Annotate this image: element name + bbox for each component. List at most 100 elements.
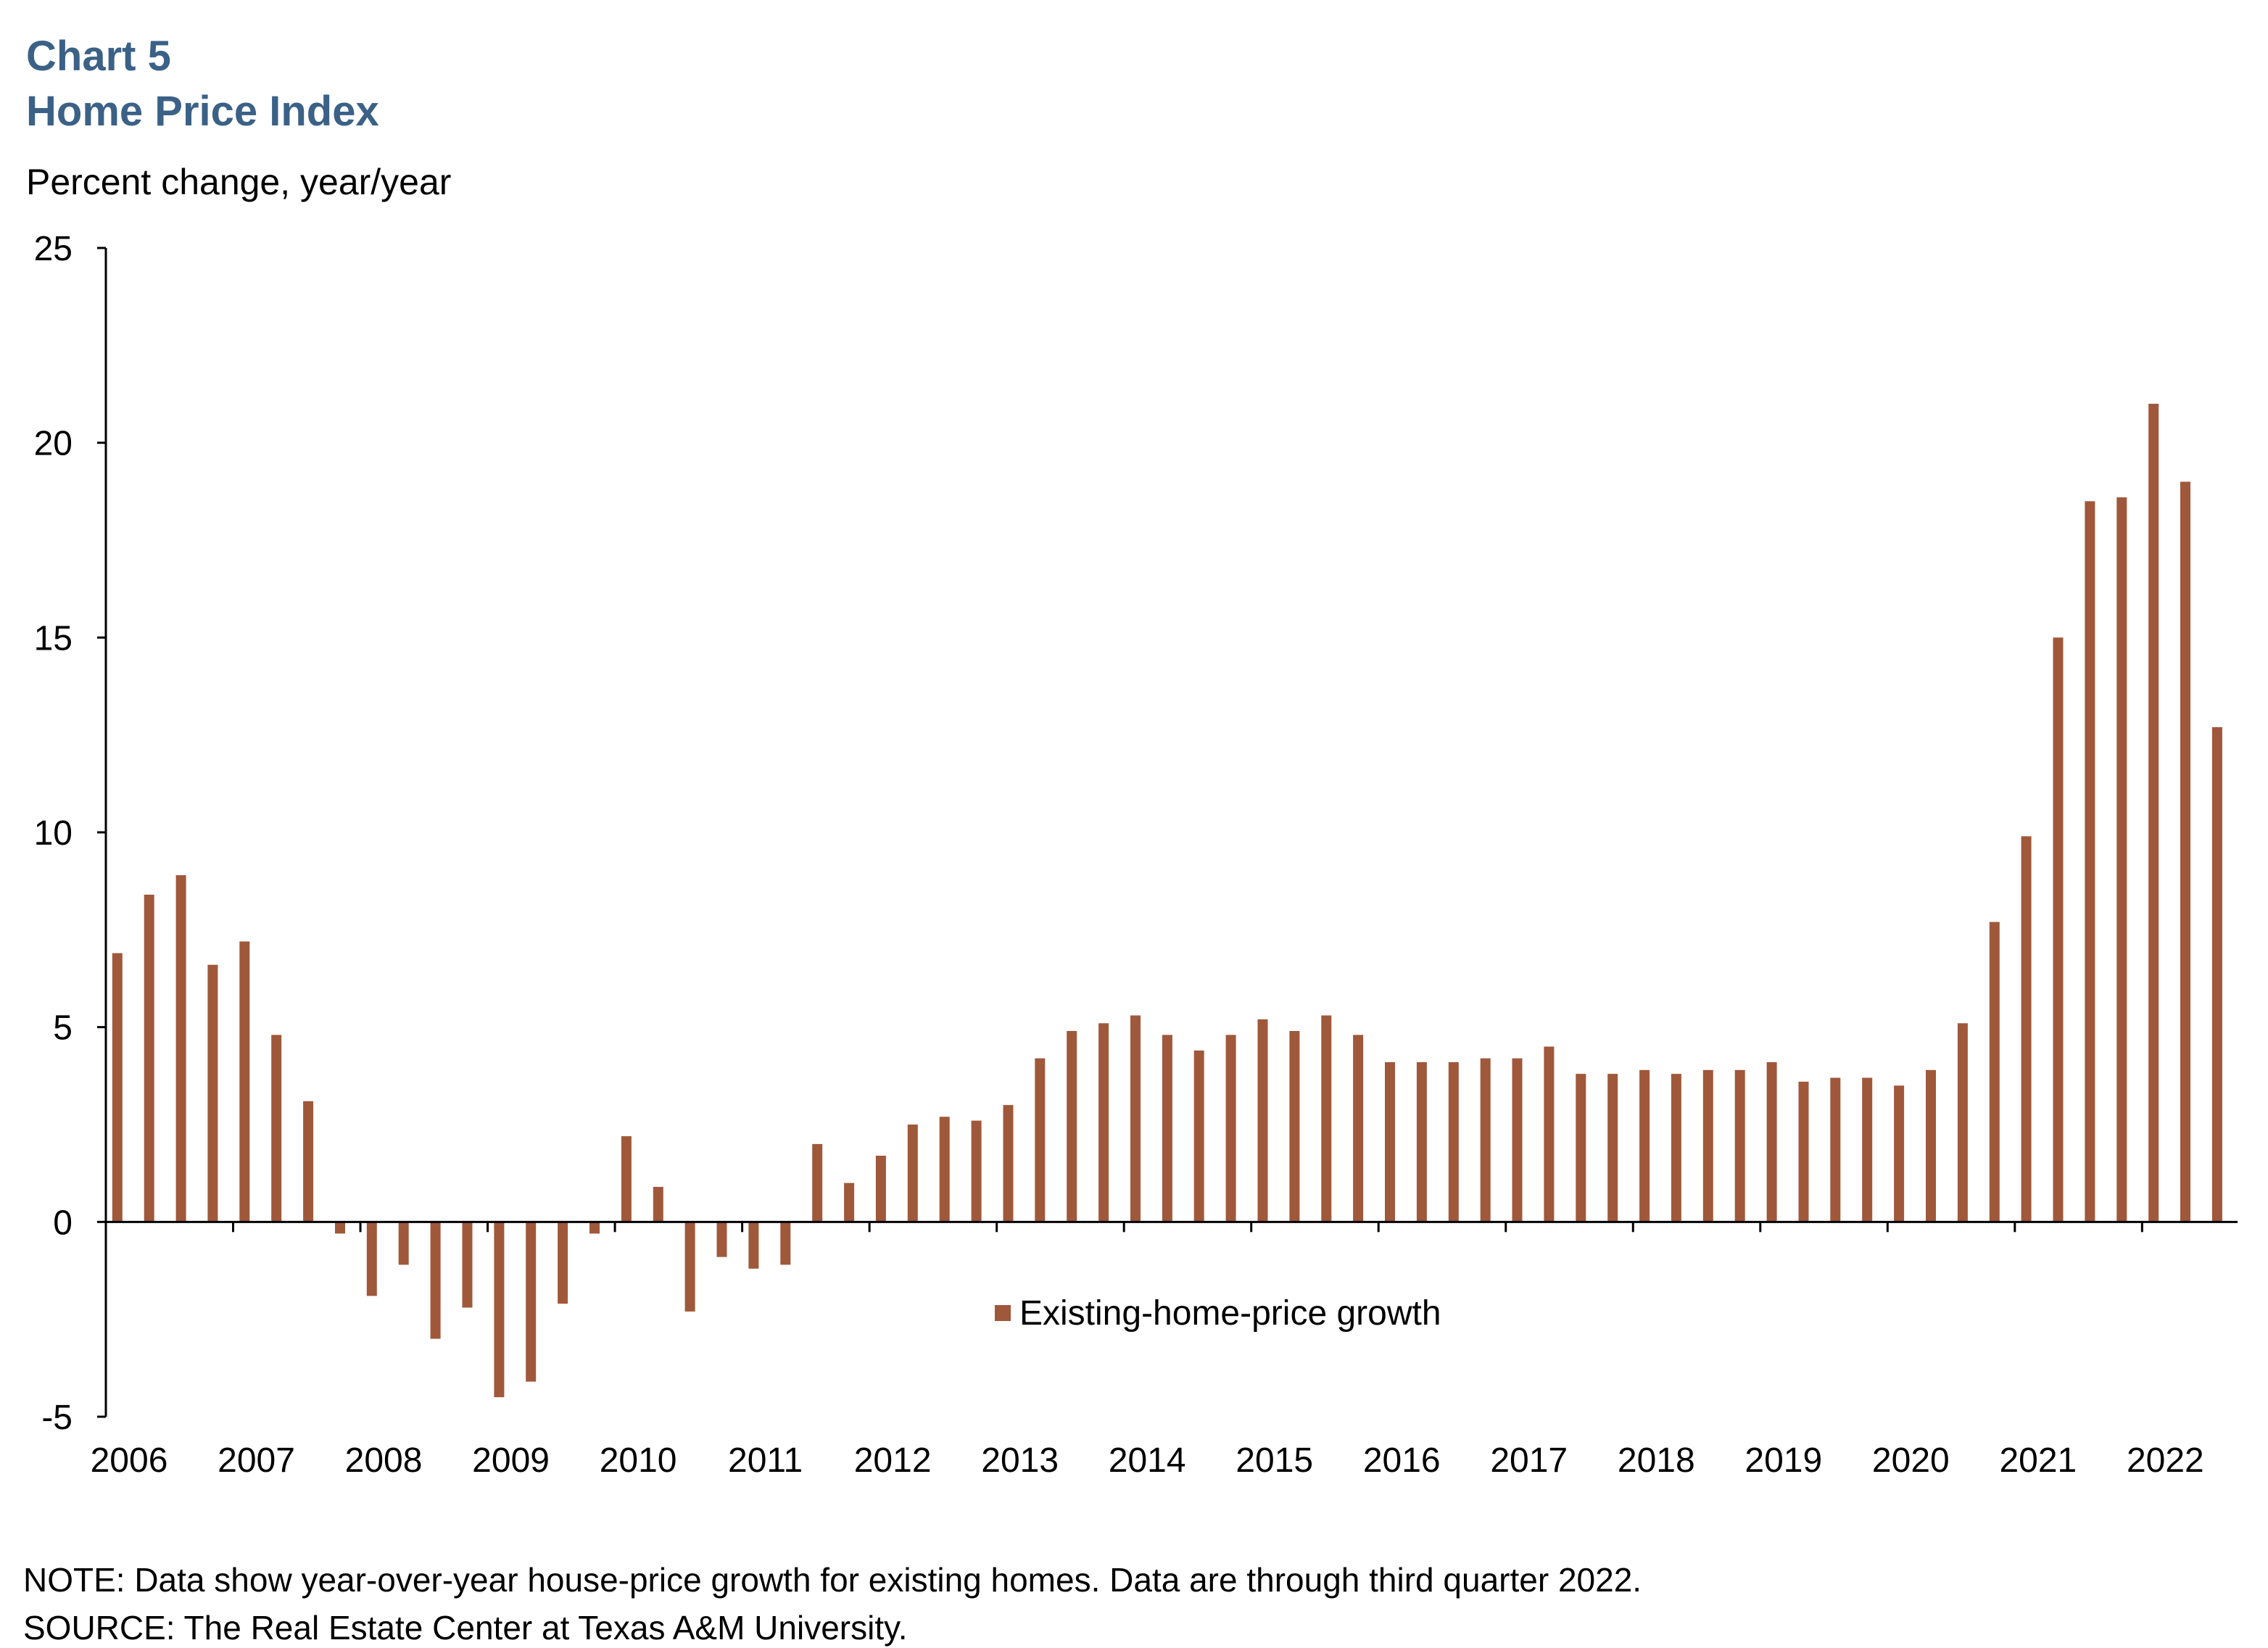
x-tick-label-2015: 2015 [1236, 1441, 1313, 1480]
bar-2021.25 [2053, 637, 2064, 1222]
bar-2006.25 [144, 895, 154, 1222]
bar-2007 [239, 941, 250, 1222]
bar-2022 [2148, 403, 2159, 1222]
bar-2021.75 [2116, 497, 2127, 1222]
x-tick-label-2017: 2017 [1490, 1441, 1568, 1480]
bar-2011.25 [780, 1222, 791, 1265]
bar-2017.5 [1576, 1074, 1586, 1222]
bar-2007.75 [335, 1222, 345, 1234]
bar-2007.5 [303, 1101, 314, 1222]
bar-2022.25 [2180, 481, 2190, 1222]
bar-2010.25 [653, 1187, 663, 1222]
x-tick-label-2016: 2016 [1363, 1441, 1441, 1480]
y-tick-label-0: 0 [53, 1204, 73, 1242]
bar-2015.75 [1353, 1035, 1364, 1222]
bar-2016.25 [1416, 1062, 1427, 1222]
bar-2009.25 [526, 1222, 537, 1382]
bar-2014.75 [1225, 1035, 1236, 1222]
bar-2015.25 [1289, 1031, 1300, 1222]
bar-2013 [1003, 1105, 1014, 1222]
bar-2009 [494, 1222, 505, 1398]
bar-2014 [1130, 1015, 1141, 1222]
bar-2020.75 [1989, 922, 2000, 1222]
bar-2010 [621, 1136, 632, 1222]
y-axis-units-label: Percent change, year/year [26, 162, 452, 202]
x-tick-label-2022: 2022 [2127, 1441, 2204, 1480]
bar-2019 [1766, 1062, 1777, 1222]
bar-2019.75 [1862, 1077, 1873, 1222]
bar-2019.5 [1830, 1077, 1841, 1222]
bar-2018.75 [1734, 1069, 1745, 1222]
bar-2017.25 [1544, 1046, 1555, 1222]
bar-2013.75 [1098, 1023, 1109, 1222]
bar-2014.25 [1162, 1035, 1172, 1222]
bar-2006 [112, 953, 123, 1222]
bar-2014.5 [1193, 1050, 1204, 1222]
bar-2015.5 [1321, 1015, 1332, 1222]
x-tick-label-2018: 2018 [1618, 1441, 1695, 1480]
bar-2016 [1385, 1062, 1395, 1222]
chart-note: NOTE: Data show year-over-year house-pri… [23, 1561, 1642, 1599]
x-tick-label-2009: 2009 [472, 1441, 550, 1480]
bar-2011.5 [812, 1143, 823, 1222]
bar-2021 [2021, 836, 2032, 1222]
y-tick-label-10: 10 [34, 814, 73, 853]
bar-2016.5 [1448, 1062, 1459, 1222]
bar-2011.75 [844, 1183, 855, 1222]
bar-2010.75 [716, 1222, 727, 1257]
bar-2018 [1639, 1069, 1650, 1222]
chart-number: Chart 5 [26, 33, 171, 80]
legend: Existing-home-price growth [995, 1294, 1441, 1333]
legend-label: Existing-home-price growth [1019, 1294, 1441, 1333]
bar-2007.25 [271, 1035, 282, 1222]
x-tick-label-2012: 2012 [854, 1441, 932, 1480]
x-tick-label-2010: 2010 [600, 1441, 677, 1480]
bar-2019.25 [1798, 1081, 1809, 1222]
x-tick-label-2019: 2019 [1745, 1441, 1822, 1480]
bar-2020.5 [1957, 1023, 1968, 1222]
bar-2013.5 [1067, 1031, 1077, 1222]
y-tick-label-5: 5 [53, 1009, 73, 1048]
y-tick-label-20: 20 [34, 425, 73, 463]
x-tick-label-2014: 2014 [1109, 1441, 1186, 1480]
bar-2012 [875, 1156, 886, 1222]
axes-group: -5 0 5 10 15 20 25 2006 2007 2008 2009 2010 2011 2012… [34, 230, 2238, 1480]
bar-2020 [1894, 1085, 1905, 1222]
chart-heading: Chart 5 Home Price Index [26, 29, 379, 139]
bar-2018.5 [1702, 1069, 1713, 1222]
bar-2006.75 [207, 964, 218, 1222]
bar-2008 [366, 1222, 377, 1296]
bar-2009.75 [589, 1222, 600, 1234]
bar-2017.75 [1607, 1074, 1618, 1222]
x-tick-label-2008: 2008 [345, 1441, 423, 1480]
x-tick-label-2020: 2020 [1872, 1441, 1950, 1480]
bar-2012.25 [907, 1125, 918, 1222]
bar-2015 [1257, 1019, 1268, 1222]
x-tick-label-2021: 2021 [1999, 1441, 2077, 1480]
bar-2008.25 [398, 1222, 409, 1265]
bar-2016.75 [1480, 1058, 1491, 1222]
y-tick-label-25: 25 [34, 230, 73, 268]
bar-2012.75 [971, 1120, 982, 1222]
x-tick-label-2006: 2006 [91, 1441, 168, 1480]
bar-2009.5 [558, 1222, 568, 1304]
y-tick-label-15: 15 [34, 619, 73, 658]
bar-2008.5 [430, 1222, 441, 1339]
bar-2022.5 [2211, 726, 2222, 1222]
chart-title: Home Price Index [26, 88, 379, 135]
bar-2008.75 [462, 1222, 473, 1308]
x-tick-label-2011: 2011 [728, 1441, 803, 1480]
bar-2011 [748, 1222, 759, 1269]
bar-2020.25 [1926, 1069, 1936, 1222]
x-tick-label-2007: 2007 [218, 1441, 295, 1480]
bar-2010.5 [684, 1222, 695, 1312]
bar-2006.5 [175, 875, 186, 1222]
bar-2012.5 [939, 1117, 950, 1222]
x-tick-label-2013: 2013 [981, 1441, 1059, 1480]
bar-2013.25 [1035, 1058, 1046, 1222]
chart-source: SOURCE: The Real Estate Center at Texas … [23, 1609, 908, 1647]
bar-2021.5 [2085, 501, 2095, 1222]
y-tick-label--5: -5 [41, 1399, 73, 1437]
bars-group [112, 403, 2222, 1398]
